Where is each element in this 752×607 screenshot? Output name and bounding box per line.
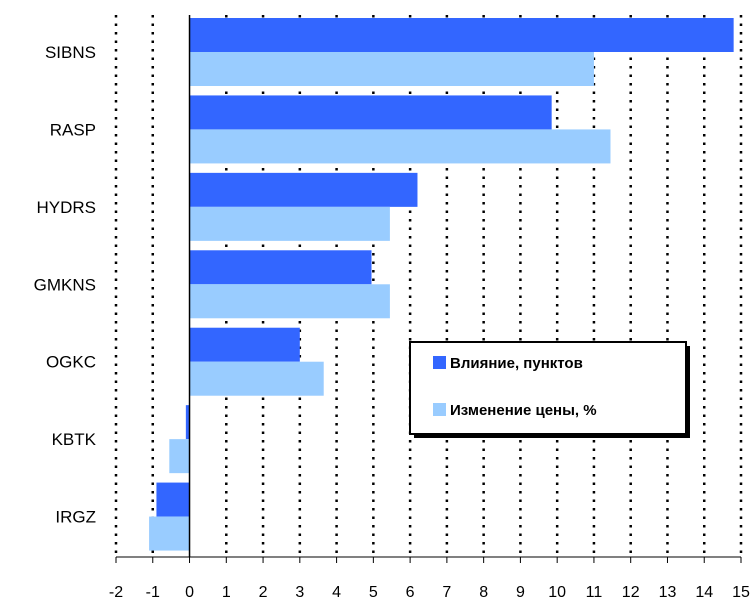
bar-irgz-series-0 (156, 482, 190, 517)
x-tick-label: -1 (146, 584, 160, 601)
x-tick-label: 4 (332, 584, 341, 601)
bar-ogkc-series-1 (189, 361, 324, 396)
x-tick-label: 13 (659, 584, 677, 601)
legend-label-series-0: Влияние, пунктов (450, 355, 583, 372)
category-label: KBTK (52, 430, 97, 449)
bar-irgz-series-1 (149, 516, 190, 551)
legend-swatch-series-1 (433, 403, 446, 416)
legend: Влияние, пунктов Изменение цены, % (409, 341, 690, 438)
x-tick-label: 9 (516, 584, 525, 601)
legend-label-series-1: Изменение цены, % (450, 402, 597, 419)
category-label: HYDRS (36, 198, 96, 217)
x-tick-label: 11 (586, 584, 603, 601)
category-label: RASP (50, 120, 96, 139)
legend-box (409, 341, 687, 435)
legend-swatch-series-0 (433, 356, 446, 369)
x-tick-label: 5 (369, 584, 378, 601)
x-tick-label: 6 (406, 584, 415, 601)
category-label: GMKNS (34, 275, 96, 294)
bar-ogkc-series-0 (189, 327, 300, 362)
gridlines (114, 15, 743, 557)
x-tick-label: 0 (185, 584, 194, 601)
x-tick-labels: -2 -1 0 1 2 3 4 5 6 7 8 9 10 11 12 13 14 15 (109, 584, 750, 601)
bar-sibns-series-1 (189, 52, 594, 86)
x-tick-label: -2 (109, 584, 123, 601)
bar-rasp-series-0 (189, 95, 552, 130)
x-tick-label: 2 (259, 584, 268, 601)
bar-gmkns-series-1 (189, 284, 390, 319)
x-tick-label: 8 (479, 584, 488, 601)
x-tick-label: 1 (222, 584, 231, 601)
category-label: OGKC (46, 353, 96, 372)
x-tick-label: 15 (732, 584, 750, 601)
bar-kbtk-series-0 (185, 405, 190, 440)
bar-sibns-series-0 (189, 18, 734, 52)
bar-rasp-series-1 (189, 129, 611, 164)
x-tick-label: 12 (622, 584, 640, 601)
x-tick-label: 14 (695, 584, 713, 601)
bar-gmkns-series-0 (189, 250, 372, 285)
category-labels: SIBNS RASP HYDRS GMKNS OGKC KBTK IRGZ (34, 43, 97, 527)
bar-hydrs-series-0 (189, 172, 418, 207)
x-tick-label: 3 (295, 584, 304, 601)
category-label: IRGZ (55, 508, 96, 527)
category-label: SIBNS (45, 43, 96, 62)
x-tick-label: 10 (548, 584, 566, 601)
axes (115, 15, 742, 563)
bar-hydrs-series-1 (189, 206, 390, 241)
x-tick-label: 7 (442, 584, 451, 601)
bar-kbtk-series-1 (169, 439, 190, 474)
bars (149, 18, 734, 551)
